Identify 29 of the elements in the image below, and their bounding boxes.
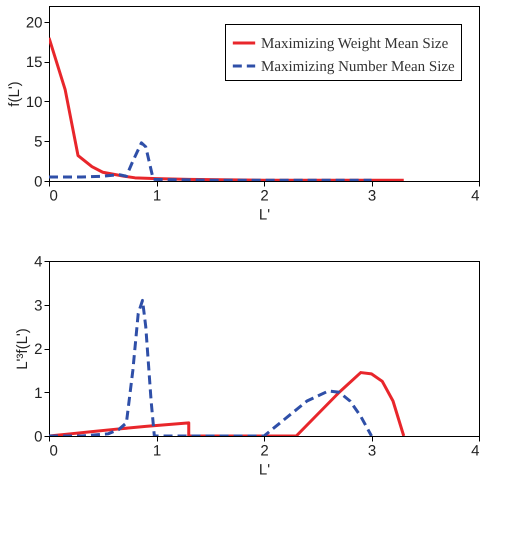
line-series (49, 371, 406, 436)
x-axis-title: L' (258, 462, 270, 478)
y-tick-label: 20 (26, 14, 42, 32)
x-tick-label: 0 (50, 188, 58, 204)
y-tick-label: 5 (34, 134, 42, 151)
x-tick-label: 2 (260, 442, 269, 460)
x-tick-label: 0 (50, 442, 58, 460)
y-tick-label: 3 (34, 297, 42, 314)
x-tick-label: 2 (260, 188, 269, 204)
y-axis-title: L'³f(L') (14, 328, 32, 370)
x-tick-label: 4 (471, 188, 480, 204)
y-tick-label: 1 (34, 384, 42, 402)
line-series (49, 141, 373, 181)
y-tick-label: 15 (26, 54, 42, 72)
y-tick-label: 0 (34, 428, 42, 446)
y-tick-label: 4 (34, 254, 42, 270)
y-tick-label: 2 (34, 341, 42, 358)
x-tick-label: 1 (152, 442, 162, 460)
legend-label: Maximizing Weight Mean Size (261, 36, 449, 52)
x-tick-label: 1 (152, 188, 162, 204)
y-tick-label: 0 (34, 174, 42, 190)
x-tick-label: 4 (471, 442, 480, 460)
x-tick-label: 3 (368, 442, 376, 460)
x-axis-title: L' (258, 206, 270, 224)
y-axis-title: f(L') (6, 81, 23, 107)
y-tick-label: 10 (26, 94, 42, 111)
legend-label: Maximizing Number Mean Size (261, 59, 456, 75)
x-tick-label: 3 (368, 188, 376, 204)
line-series (49, 298, 373, 436)
